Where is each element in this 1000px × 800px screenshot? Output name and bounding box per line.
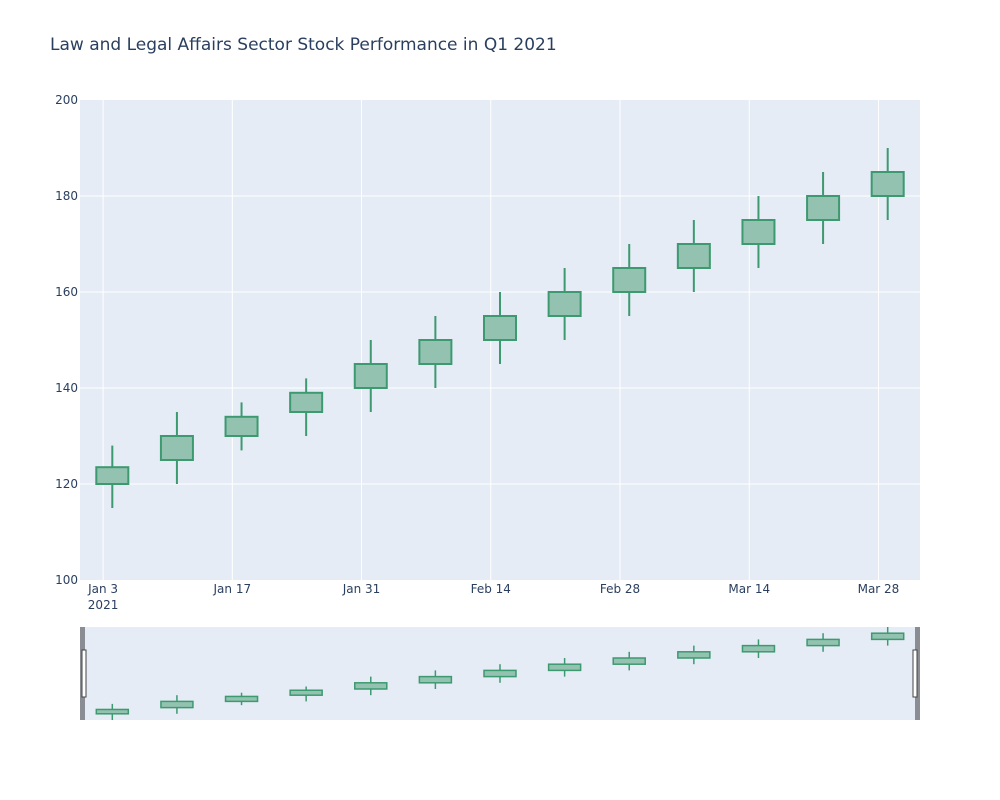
mini-candle	[677, 645, 711, 665]
candle[interactable]	[806, 172, 841, 244]
y-tick-label: 200	[55, 93, 78, 107]
candle-body	[289, 391, 324, 413]
candle[interactable]	[612, 244, 647, 316]
range-slider[interactable]	[80, 627, 920, 720]
mini-candle	[160, 695, 194, 714]
mini-candle-body	[224, 695, 259, 703]
candle-body	[741, 219, 776, 245]
mini-candle-body	[418, 675, 453, 684]
candle-body	[95, 466, 130, 486]
x-tick-label: Mar 28	[858, 582, 900, 596]
candle-body	[612, 267, 647, 293]
candle[interactable]	[353, 340, 388, 412]
mini-candle-body	[677, 651, 711, 659]
mini-candle-body	[741, 644, 776, 653]
candle[interactable]	[483, 292, 517, 364]
candle[interactable]	[95, 445, 130, 508]
mini-candle-body	[612, 657, 646, 665]
candle[interactable]	[418, 316, 453, 388]
mini-candle-body	[160, 700, 194, 709]
mini-candle-body	[289, 689, 323, 696]
candle[interactable]	[547, 268, 582, 340]
mini-candle	[547, 658, 582, 677]
candle-body	[676, 243, 711, 269]
mini-candle	[612, 651, 646, 671]
x-tick-label: Feb 28	[600, 582, 640, 596]
x-tick-label: Jan 31	[342, 582, 381, 596]
mini-candle	[95, 703, 130, 720]
mini-candle	[224, 692, 259, 706]
x-tick-label: Jan 3	[87, 582, 118, 596]
x-tick-label: Feb 14	[471, 582, 511, 596]
mini-candle	[289, 686, 323, 702]
candle-body	[418, 339, 453, 365]
mini-candle	[870, 627, 905, 646]
range-slider-left-handle[interactable]	[81, 649, 87, 698]
y-tick-label: 180	[55, 189, 78, 203]
mini-candle-body	[870, 632, 905, 641]
mini-candle-body	[483, 669, 517, 678]
candle[interactable]	[741, 196, 776, 268]
candle[interactable]	[224, 402, 259, 451]
y-tick-label: 100	[55, 573, 78, 587]
range-slider-right-handle[interactable]	[912, 649, 918, 698]
mini-candle	[354, 676, 388, 696]
x-tick-label: Jan 17	[213, 582, 252, 596]
candle-body	[159, 435, 194, 461]
candle[interactable]	[870, 148, 905, 220]
candle-body	[353, 363, 388, 389]
candle-body	[224, 415, 259, 437]
chart-title: Law and Legal Affairs Sector Stock Perfo…	[50, 35, 557, 55]
candle-body	[806, 195, 841, 221]
candle[interactable]	[159, 412, 194, 484]
candle[interactable]	[676, 220, 711, 292]
candle[interactable]	[289, 378, 324, 436]
candle-body	[547, 291, 582, 317]
x-tick-label: Mar 14	[728, 582, 770, 596]
mini-candle	[741, 639, 776, 658]
mini-candle	[483, 664, 517, 683]
x-tick-sublabel: 2021	[88, 598, 119, 612]
mini-candle-body	[547, 663, 582, 672]
y-tick-label: 140	[55, 381, 78, 395]
candle-body	[483, 315, 517, 341]
mini-candle-body	[95, 708, 130, 715]
candle-body	[870, 171, 905, 197]
mini-candle-body	[806, 638, 840, 647]
y-tick-label: 160	[55, 285, 78, 299]
mini-candle-body	[354, 682, 388, 690]
y-tick-label: 120	[55, 477, 78, 491]
mini-candle	[806, 633, 840, 652]
mini-candle	[418, 670, 453, 689]
